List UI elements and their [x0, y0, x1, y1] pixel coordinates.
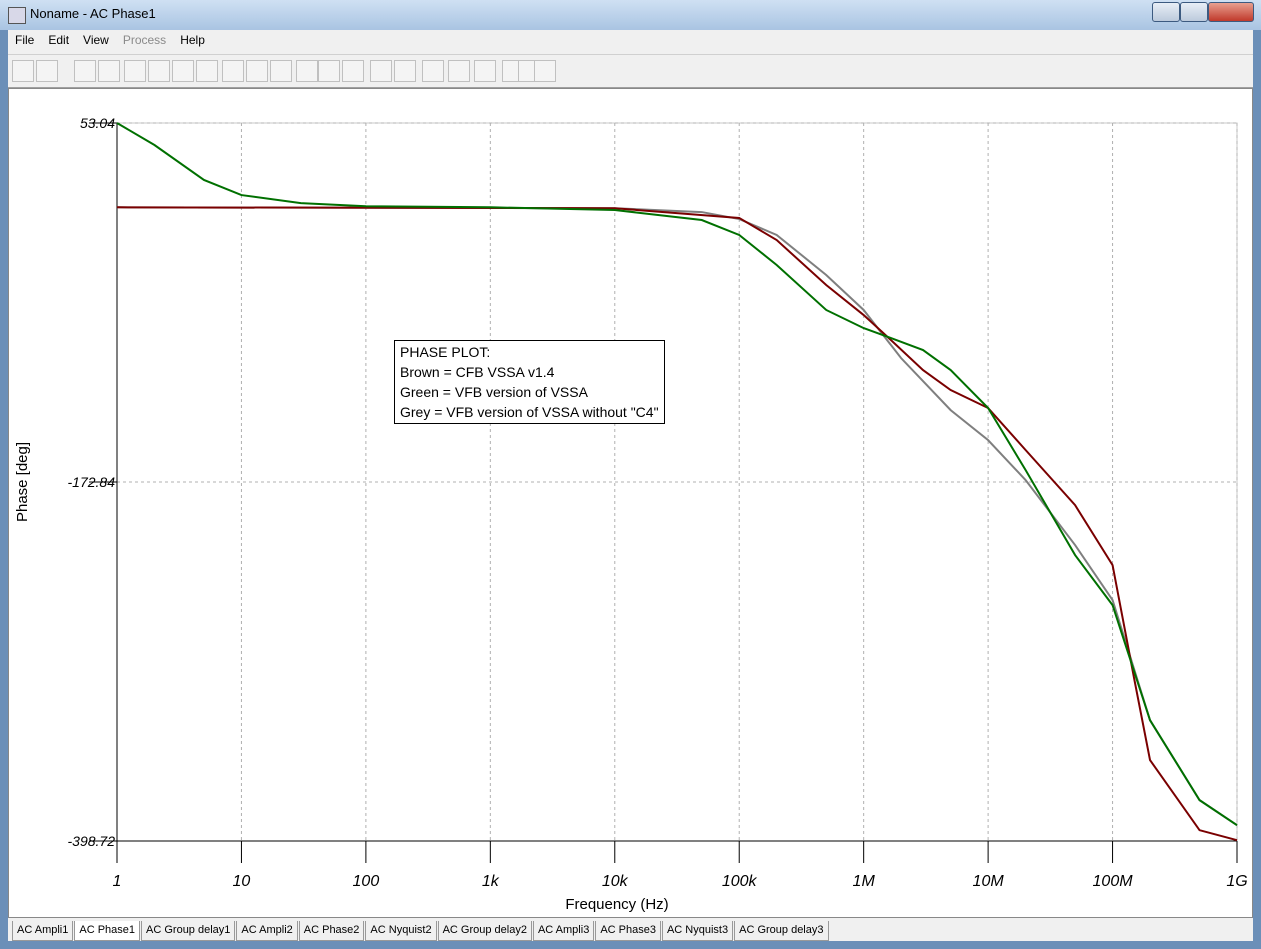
toolbar-button[interactable] [296, 60, 318, 82]
x-tick-label: 1G [1226, 873, 1247, 890]
x-tick-label: 1 [113, 873, 122, 890]
toolbar-button[interactable] [270, 60, 292, 82]
toolbar [8, 54, 1253, 88]
tab[interactable]: AC Phase2 [298, 921, 365, 941]
x-tick-label: 100 [353, 873, 380, 890]
tab[interactable]: AC Nyquist2 [365, 921, 437, 941]
tab[interactable]: AC Ampli2 [236, 921, 298, 941]
annotation-line: Brown = CFB VSSA v1.4 [400, 364, 555, 380]
tab[interactable]: AC Group delay3 [734, 921, 829, 941]
title-bar: Noname - AC Phase1 [0, 0, 1261, 30]
menu-item[interactable]: File [15, 33, 35, 47]
maximize-button[interactable] [1180, 2, 1208, 22]
toolbar-button[interactable] [370, 60, 392, 82]
y-axis-label: Phase [deg] [14, 442, 31, 522]
x-tick-label: 10 [233, 873, 251, 890]
toolbar-button[interactable] [74, 60, 96, 82]
x-tick-label: 1k [482, 873, 500, 890]
annotation-line: Green = VFB version of VSSA [400, 384, 588, 400]
tab-bar: AC Ampli1 AC Phase1 AC Group delay1 AC Ampl… [12, 921, 830, 941]
toolbar-button[interactable] [246, 60, 268, 82]
toolbar-button[interactable] [394, 60, 416, 82]
close-button[interactable] [1208, 2, 1254, 22]
menu-item[interactable]: Help [180, 33, 205, 47]
window-title: Noname - AC Phase1 [30, 6, 156, 21]
toolbar-button[interactable] [422, 60, 444, 82]
menu-item[interactable]: View [83, 33, 109, 47]
minimize-button[interactable] [1152, 2, 1180, 22]
tab[interactable]: AC Ampli1 [12, 921, 74, 941]
toolbar-button[interactable] [342, 60, 364, 82]
annotation-line: PHASE PLOT: [400, 344, 491, 360]
toolbar-button[interactable] [448, 60, 470, 82]
annotation-line: Grey = VFB version of VSSA without "C4" [400, 404, 659, 420]
toolbar-button[interactable] [148, 60, 170, 82]
toolbar-button[interactable] [98, 60, 120, 82]
series-line [116, 206, 1238, 827]
x-tick-label: 1M [853, 873, 876, 890]
toolbar-button[interactable] [124, 60, 146, 82]
menu-bar: File Edit View Process Help [8, 30, 1253, 50]
tab[interactable]: AC Group delay1 [141, 921, 236, 941]
chart: 1 10 100 1k 10k 100k 1M 10M 100M 1G 53.04 -172.84 -3… [14, 115, 1248, 913]
chart-panel: 1 10 100 1k 10k 100k 1M 10M 100M 1G 53.04 -172.84 -3… [8, 88, 1253, 918]
series-line [116, 206, 1238, 842]
toolbar-button[interactable] [12, 60, 34, 82]
x-axis-label: Frequency (Hz) [565, 896, 668, 913]
toolbar-button[interactable] [474, 60, 496, 82]
tab[interactable]: AC Group delay2 [437, 921, 532, 941]
app-icon [8, 7, 26, 24]
tab[interactable]: AC Phase3 [595, 921, 661, 941]
toolbar-button[interactable] [196, 60, 218, 82]
tab[interactable]: AC Ampli3 [532, 921, 595, 941]
client-area: File Edit View Process Help 1 10 100 1k 10k 100k 1… [8, 30, 1253, 941]
series-line [116, 122, 1238, 827]
menu-item: Process [122, 33, 167, 47]
x-tick-label: 100M [1093, 873, 1134, 890]
toolbar-button[interactable] [222, 60, 244, 82]
x-tick-label: 10M [973, 873, 1005, 890]
y-tick-label: 53.04 [80, 115, 115, 131]
tab[interactable]: AC Phase1 [74, 921, 141, 941]
menu-item[interactable]: Edit [48, 33, 70, 47]
x-tick-label: 100k [722, 873, 758, 890]
x-tick-label: 10k [602, 873, 629, 890]
toolbar-button[interactable] [318, 60, 340, 82]
toolbar-button[interactable] [534, 60, 556, 82]
annotation-box: PHASE PLOT: Brown = CFB VSSA v1.4 Green = … [394, 340, 665, 424]
toolbar-button[interactable] [36, 60, 58, 82]
y-tick-label: -398.72 [68, 833, 116, 849]
tab[interactable]: AC Nyquist3 [661, 921, 734, 941]
toolbar-button[interactable] [172, 60, 194, 82]
y-tick-label: -172.84 [68, 474, 116, 490]
